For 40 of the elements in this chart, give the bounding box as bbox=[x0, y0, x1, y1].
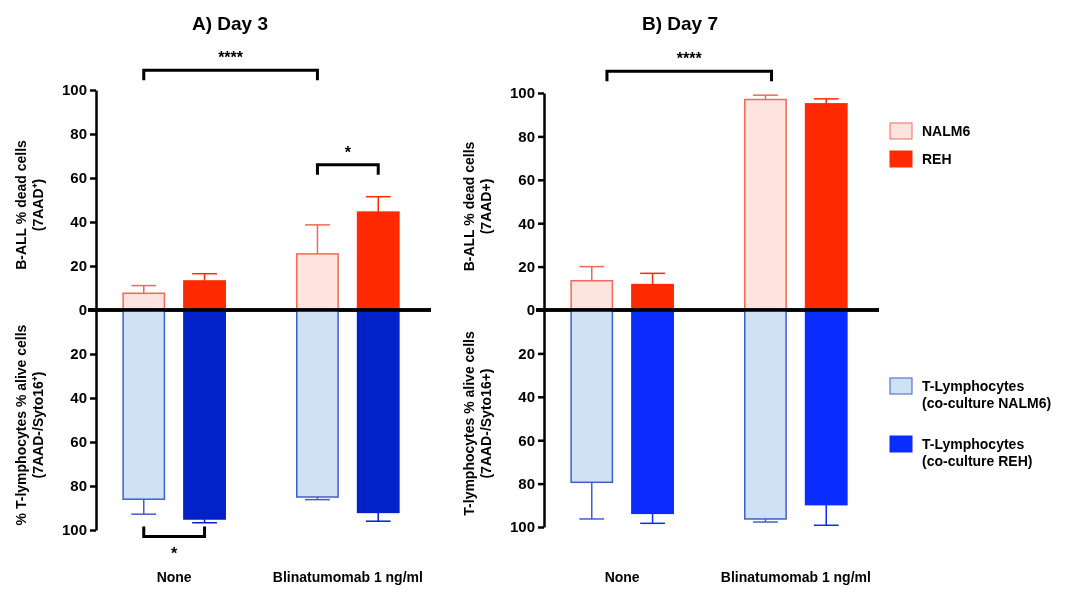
legend-label: T-Lymphocytes (co-culture REH) bbox=[922, 436, 1033, 469]
y-tick-label: 20 bbox=[518, 257, 535, 275]
y-tick-label: 40 bbox=[70, 389, 87, 407]
y-tick-label: 40 bbox=[70, 213, 87, 231]
y-tick-label: 0 bbox=[78, 301, 87, 319]
y-tick-label: 80 bbox=[518, 127, 535, 145]
y-tick-label: 60 bbox=[70, 169, 87, 187]
legend-label: NALM6 bbox=[922, 123, 971, 139]
text: **** bbox=[218, 49, 244, 67]
y-axis-title: T-lymphocytes % alive cells (7AAD-/Syto16+) bbox=[461, 331, 494, 516]
y-tick-label: 100 bbox=[509, 84, 535, 102]
annotation: * bbox=[344, 143, 352, 161]
y-tick-label: 80 bbox=[518, 474, 535, 492]
y-tick-label: 60 bbox=[518, 171, 535, 189]
y-tick-label: 0 bbox=[526, 301, 535, 319]
y-tick-label: 60 bbox=[70, 433, 87, 451]
y-axis-title: B-ALL % dead cells (7AAD⁺) bbox=[13, 139, 46, 270]
y-tick-label: 60 bbox=[518, 431, 535, 449]
chart-title: B) Day 7 bbox=[641, 13, 719, 34]
x-tick-label: Blinatumomab 1 ng/ml bbox=[272, 569, 423, 585]
y-tick-label: 100 bbox=[61, 521, 87, 539]
y-tick-label: 100 bbox=[509, 518, 535, 536]
x-tick-label: None bbox=[604, 569, 640, 585]
y-axis-title: % T-lymphocytes % alive cells (7AAD-/Syto16⁺) bbox=[13, 324, 46, 526]
legend-label: REH bbox=[922, 151, 952, 167]
y-tick-label: 40 bbox=[518, 214, 535, 232]
y-tick-label: 40 bbox=[518, 388, 535, 406]
y-tick-label: 80 bbox=[70, 125, 87, 143]
text: **** bbox=[676, 50, 703, 68]
chart-title: A) Day 3 bbox=[191, 13, 269, 34]
x-tick-label: None bbox=[156, 569, 192, 585]
y-tick-label: 20 bbox=[70, 257, 87, 275]
y-tick-label: 100 bbox=[61, 81, 87, 99]
text: * bbox=[171, 544, 179, 562]
y-axis-title: B-ALL % dead cells (7AAD+) bbox=[461, 141, 494, 272]
y-tick-label: 80 bbox=[70, 477, 87, 495]
x-tick-label: Blinatumomab 1 ng/ml bbox=[720, 569, 871, 585]
y-tick-label: 20 bbox=[70, 345, 87, 363]
legend-label: T-Lymphocytes (co-culture NALM6) bbox=[922, 378, 1052, 411]
y-tick-label: 20 bbox=[518, 344, 535, 362]
